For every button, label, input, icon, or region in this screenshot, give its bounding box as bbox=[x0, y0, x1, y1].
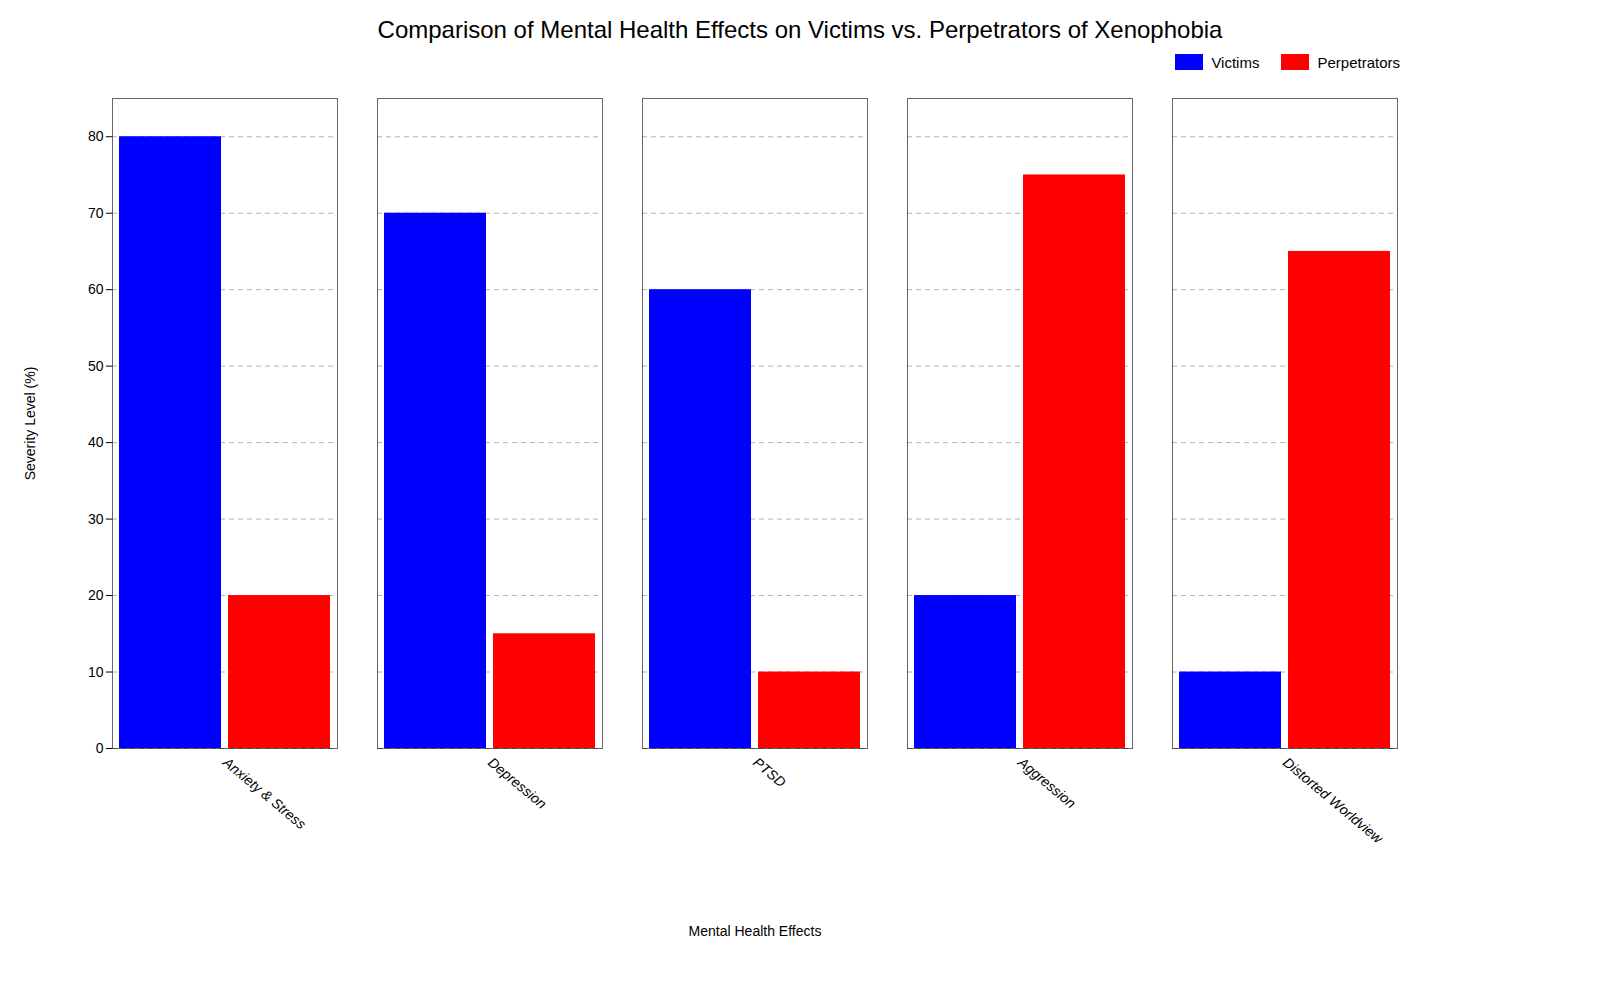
svg-text:Aggression: Aggression bbox=[1014, 753, 1079, 811]
svg-text:20: 20 bbox=[88, 587, 104, 603]
svg-text:Anxiety & Stress: Anxiety & Stress bbox=[219, 753, 309, 832]
svg-text:60: 60 bbox=[88, 281, 104, 297]
html-text:Comparison of Mental Health Ef: Comparison of Mental Health Effects on V… bbox=[377, 16, 1223, 43]
svg-text:0: 0 bbox=[96, 740, 104, 756]
svg-text:40: 40 bbox=[88, 434, 104, 450]
svg-text:Distorted Worldview: Distorted Worldview bbox=[1280, 754, 1386, 847]
svg-text:70: 70 bbox=[88, 205, 104, 221]
svg-text:Mental Health Effects: Mental Health Effects bbox=[689, 923, 822, 939]
svg-text:30: 30 bbox=[88, 511, 104, 527]
svg-text:Depression: Depression bbox=[485, 754, 550, 812]
html-text:Perpetrators: Perpetrators bbox=[1317, 53, 1400, 71]
svg-text:50: 50 bbox=[88, 358, 104, 374]
svg-text:Severity Level (%): Severity Level (%) bbox=[22, 367, 38, 481]
svg-text:PTSD: PTSD bbox=[750, 754, 789, 790]
svg-text:10: 10 bbox=[88, 664, 104, 680]
svg-text:80: 80 bbox=[88, 128, 104, 144]
html-text:Victims: Victims bbox=[1211, 53, 1260, 71]
